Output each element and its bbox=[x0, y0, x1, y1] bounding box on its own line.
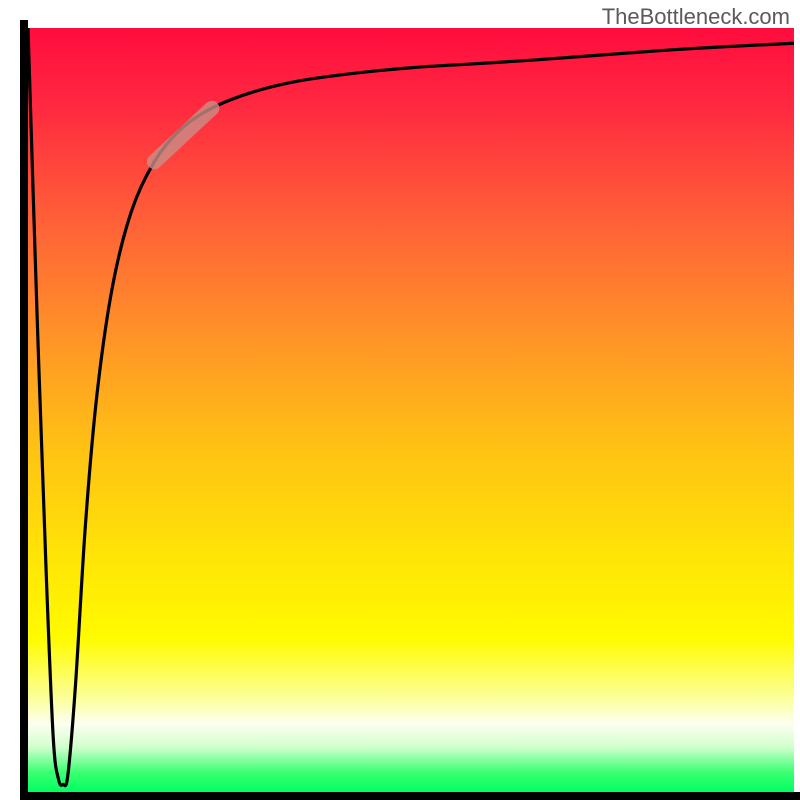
x-axis bbox=[20, 792, 800, 800]
attribution-label: TheBottleneck.com bbox=[602, 4, 790, 30]
y-axis bbox=[20, 20, 28, 800]
bottleneck-chart: TheBottleneck.com bbox=[0, 0, 800, 800]
heat-gradient-background bbox=[28, 28, 794, 792]
plot-area bbox=[28, 28, 794, 792]
